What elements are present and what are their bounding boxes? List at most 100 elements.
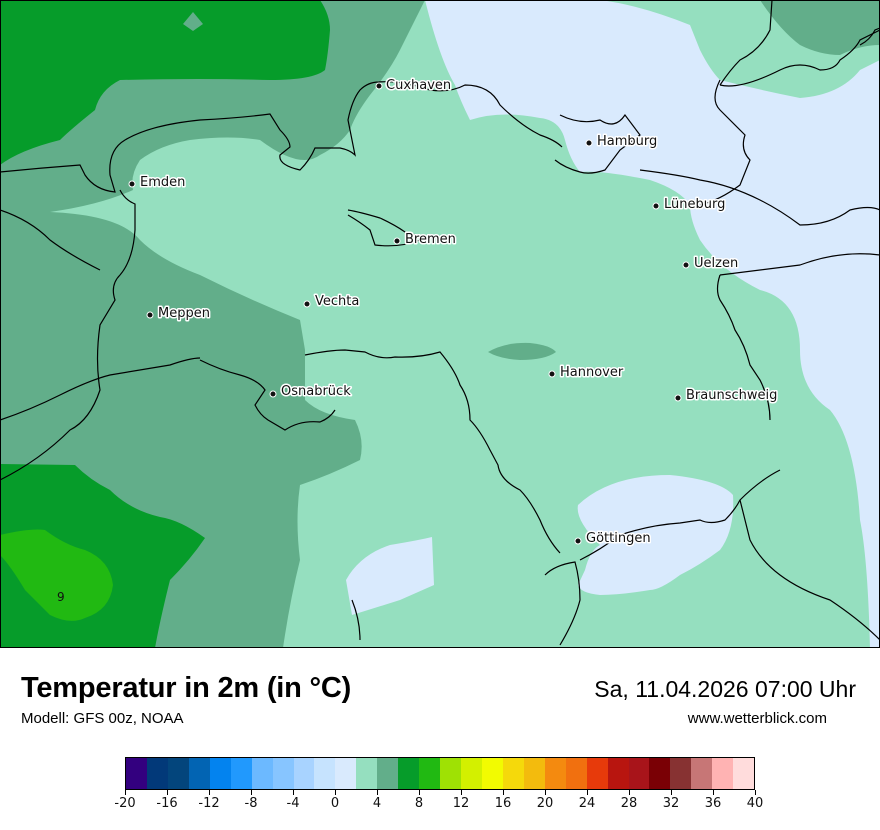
colorbar-segment: [167, 758, 189, 789]
colorbar-segment: [188, 758, 210, 789]
colorbar-segment: [586, 758, 608, 789]
colorbar-tick: [545, 790, 546, 795]
svg-text:Osnabrück: Osnabrück: [281, 384, 351, 399]
colorbar-segment: [272, 758, 294, 789]
svg-text:Emden: Emden: [140, 175, 185, 190]
svg-text:Lüneburg: Lüneburg: [664, 197, 725, 212]
colorbar-segment: [314, 758, 336, 789]
field-8-10: [0, 529, 113, 621]
colorbar-tick: [671, 790, 672, 795]
field-0-2-northeast: [425, 0, 880, 648]
colorbar-tick-label: 24: [578, 796, 596, 811]
field-0-2-goettingen: [577, 475, 734, 595]
svg-text:Meppen: Meppen: [158, 306, 210, 321]
svg-text:Hamburg: Hamburg: [597, 134, 657, 149]
svg-text:Vechta: Vechta: [315, 294, 359, 309]
colorbar-tick-label: 32: [662, 796, 680, 811]
colorbar-tick: [461, 790, 462, 795]
colorbar-tick-label: -20: [114, 796, 136, 811]
colorbar-segment: [712, 758, 734, 789]
city-uelzen: Uelzen: [682, 255, 740, 273]
colorbar-segment: [733, 758, 755, 789]
colorbar-segment: [461, 758, 482, 789]
city-hamburg: Hamburg: [585, 133, 659, 151]
colorbar-tick: [713, 790, 714, 795]
colorbar-tick: [293, 790, 294, 795]
colorbar-segment: [440, 758, 461, 789]
colorbar-segment: [335, 758, 357, 789]
field-4-6-island: [183, 12, 203, 31]
colorbar-tick-label: -16: [156, 796, 178, 811]
city-vechta: Vechta: [303, 293, 361, 311]
colorbar-tick-label: 40: [746, 796, 764, 811]
city-goettingen: Göttingen: [574, 530, 652, 548]
colorbar-tick: [587, 790, 588, 795]
colorbar-tick: [629, 790, 630, 795]
colorbar-segment: [126, 758, 147, 789]
svg-text:Cuxhaven: Cuxhaven: [386, 78, 451, 93]
temperature-map: 9 Cuxhaven Hamburg Emden Lüneburg Bremen…: [0, 0, 880, 648]
colorbar-segment: [481, 758, 503, 789]
field-0-2-west: [346, 537, 434, 615]
colorbar-tick: [251, 790, 252, 795]
colorbar-tick-label: 20: [536, 796, 554, 811]
colorbar-tick: [125, 790, 126, 795]
city-meppen: Meppen: [146, 305, 211, 323]
forecast-datetime: Sa, 11.04.2026 07:00 Uhr: [594, 676, 856, 702]
colorbar-tick: [503, 790, 504, 795]
city-cuxhaven: Cuxhaven: [375, 77, 453, 95]
colorbar-tick-label: -12: [198, 796, 220, 811]
colorbar-segment: [146, 758, 168, 789]
colorbar-segment: [293, 758, 315, 789]
field-4-6-northwest: [0, 0, 425, 648]
svg-text:Bremen: Bremen: [405, 232, 456, 247]
colorbar-tick-label: -4: [286, 796, 300, 811]
field-4-6-northeast: [760, 0, 880, 55]
colorbar-segment: [356, 758, 378, 789]
city-braunschweig: Braunschweig: [674, 387, 779, 405]
colorbar-tick-label: 0: [330, 796, 340, 811]
colorbar-tick-label: 8: [414, 796, 424, 811]
svg-text:Uelzen: Uelzen: [694, 256, 738, 271]
colorbar-segment: [649, 758, 671, 789]
colorbar-segment: [565, 758, 587, 789]
map-title: Temperatur in 2m (in °C): [21, 672, 352, 704]
temperature-colorbar: [125, 757, 755, 790]
colorbar-segment: [502, 758, 524, 789]
colorbar-segment: [230, 758, 252, 789]
city-osnabrueck: Osnabrück: [269, 383, 353, 401]
colorbar-tick-label: -8: [244, 796, 258, 811]
colorbar-tick-label: 28: [620, 796, 638, 811]
colorbar-tick: [377, 790, 378, 795]
colorbar-segment: [670, 758, 692, 789]
field-6-8-north: [0, 0, 330, 165]
colorbar-tick: [419, 790, 420, 795]
svg-text:Göttingen: Göttingen: [586, 531, 651, 546]
city-hannover: Hannover: [548, 364, 625, 382]
colorbar-segment: [398, 758, 420, 789]
website-link[interactable]: www.wetterblick.com: [687, 710, 827, 727]
colorbar-ticks: -20 -16 -12 -8 -4 0 4 8 12 16 20 24 28 32 36 40: [114, 790, 763, 820]
city-lueneburg: Lüneburg: [652, 196, 727, 214]
field-4-6-hannover: [488, 342, 556, 360]
colorbar-tick: [209, 790, 210, 795]
colorbar-segment: [628, 758, 650, 789]
colorbar-tick-label: 36: [704, 796, 722, 811]
svg-text:Hannover: Hannover: [560, 365, 624, 380]
colorbar-tick: [335, 790, 336, 795]
colorbar-segment: [209, 758, 231, 789]
coastline-borders: [0, 0, 880, 646]
city-bremen: Bremen: [393, 231, 457, 249]
colorbar-tick-label: 4: [372, 796, 382, 811]
colorbar-segment: [523, 758, 545, 789]
colorbar-tick: [755, 790, 756, 795]
colorbar-segment: [419, 758, 441, 789]
city-emden: Emden: [128, 174, 187, 192]
colorbar-segment: [377, 758, 399, 789]
colorbar-tick-label: 12: [452, 796, 470, 811]
colorbar-tick-label: 16: [494, 796, 512, 811]
colorbar-segment: [251, 758, 273, 789]
model-info: Modell: GFS 00z, NOAA: [21, 710, 184, 727]
colorbar-segment: [691, 758, 713, 789]
colorbar-tick: [167, 790, 168, 795]
